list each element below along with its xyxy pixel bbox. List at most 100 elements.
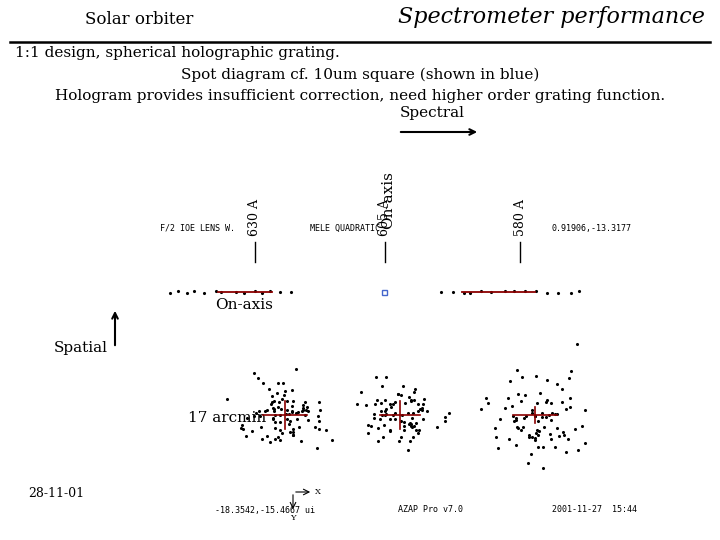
Point <box>377 433 389 441</box>
Point <box>494 415 505 424</box>
Point <box>531 372 542 381</box>
Point <box>417 400 428 409</box>
Point <box>390 397 401 406</box>
Point <box>395 433 407 442</box>
Point <box>536 413 548 421</box>
Point <box>413 426 425 434</box>
Point <box>254 411 266 420</box>
Point <box>545 435 557 444</box>
Point <box>314 406 325 414</box>
Point <box>282 406 293 414</box>
Point <box>273 379 284 387</box>
Point <box>253 407 264 415</box>
Point <box>265 400 276 408</box>
Point <box>266 397 277 406</box>
Point <box>267 404 279 413</box>
Point <box>531 426 542 434</box>
Point <box>320 426 331 435</box>
Point <box>273 403 284 411</box>
Point <box>398 417 410 426</box>
Point <box>552 423 563 432</box>
Point <box>274 411 286 420</box>
Point <box>365 422 377 430</box>
Point <box>399 422 410 430</box>
Point <box>534 427 545 435</box>
Point <box>534 389 546 397</box>
Point <box>313 397 325 406</box>
Point <box>295 437 307 445</box>
Text: 17 arcmin: 17 arcmin <box>188 411 266 425</box>
Point <box>372 396 383 404</box>
Point <box>519 390 531 399</box>
Point <box>405 395 417 404</box>
Point <box>505 376 516 385</box>
Point <box>562 435 574 443</box>
Point <box>516 396 527 405</box>
Point <box>300 397 311 406</box>
Point <box>237 424 248 433</box>
Point <box>408 409 419 417</box>
Point <box>268 415 279 424</box>
Point <box>414 405 426 414</box>
Point <box>539 422 550 431</box>
Point <box>408 387 420 396</box>
Point <box>416 406 428 414</box>
Point <box>572 446 584 454</box>
Point <box>526 409 538 417</box>
Text: On-axis: On-axis <box>215 298 273 312</box>
Point <box>248 412 260 421</box>
Point <box>409 384 420 393</box>
Point <box>287 402 298 410</box>
Point <box>276 394 288 403</box>
Point <box>564 394 575 402</box>
Point <box>541 397 552 406</box>
Point <box>395 416 407 425</box>
Point <box>396 411 408 420</box>
Point <box>384 426 395 434</box>
Point <box>302 416 314 425</box>
Point <box>408 433 419 442</box>
Point <box>564 402 576 411</box>
Point <box>274 426 286 435</box>
Point <box>374 414 386 423</box>
Point <box>520 412 531 421</box>
Point <box>404 436 415 445</box>
Point <box>546 408 557 417</box>
Point <box>438 416 450 425</box>
Point <box>373 423 384 432</box>
Point <box>378 421 390 429</box>
Point <box>291 364 302 373</box>
Point <box>361 401 372 409</box>
Text: 2001-11-27  15:44: 2001-11-27 15:44 <box>552 505 637 515</box>
Point <box>416 403 428 412</box>
Point <box>377 381 388 390</box>
Point <box>268 405 279 414</box>
Point <box>387 411 399 420</box>
Point <box>552 409 563 418</box>
Point <box>281 397 292 406</box>
Point <box>544 430 556 438</box>
Point <box>516 373 528 381</box>
Point <box>560 448 572 456</box>
Point <box>532 430 544 439</box>
Point <box>240 431 252 440</box>
Point <box>409 421 420 430</box>
Point <box>510 441 522 449</box>
Point <box>410 419 422 428</box>
Point <box>236 420 248 429</box>
Point <box>412 429 423 437</box>
Point <box>282 415 293 423</box>
Point <box>517 423 528 431</box>
Text: Solar orbiter: Solar orbiter <box>85 11 194 28</box>
Point <box>541 376 552 384</box>
Point <box>512 366 523 374</box>
Text: Hologram provides insufficient correction, need higher order grating function.: Hologram provides insufficient correctio… <box>55 89 665 103</box>
Point <box>370 372 382 381</box>
Point <box>528 411 540 420</box>
Point <box>480 393 492 402</box>
Point <box>377 410 388 419</box>
Point <box>247 426 258 435</box>
Point <box>281 410 292 418</box>
Point <box>269 410 280 419</box>
Point <box>287 431 299 440</box>
